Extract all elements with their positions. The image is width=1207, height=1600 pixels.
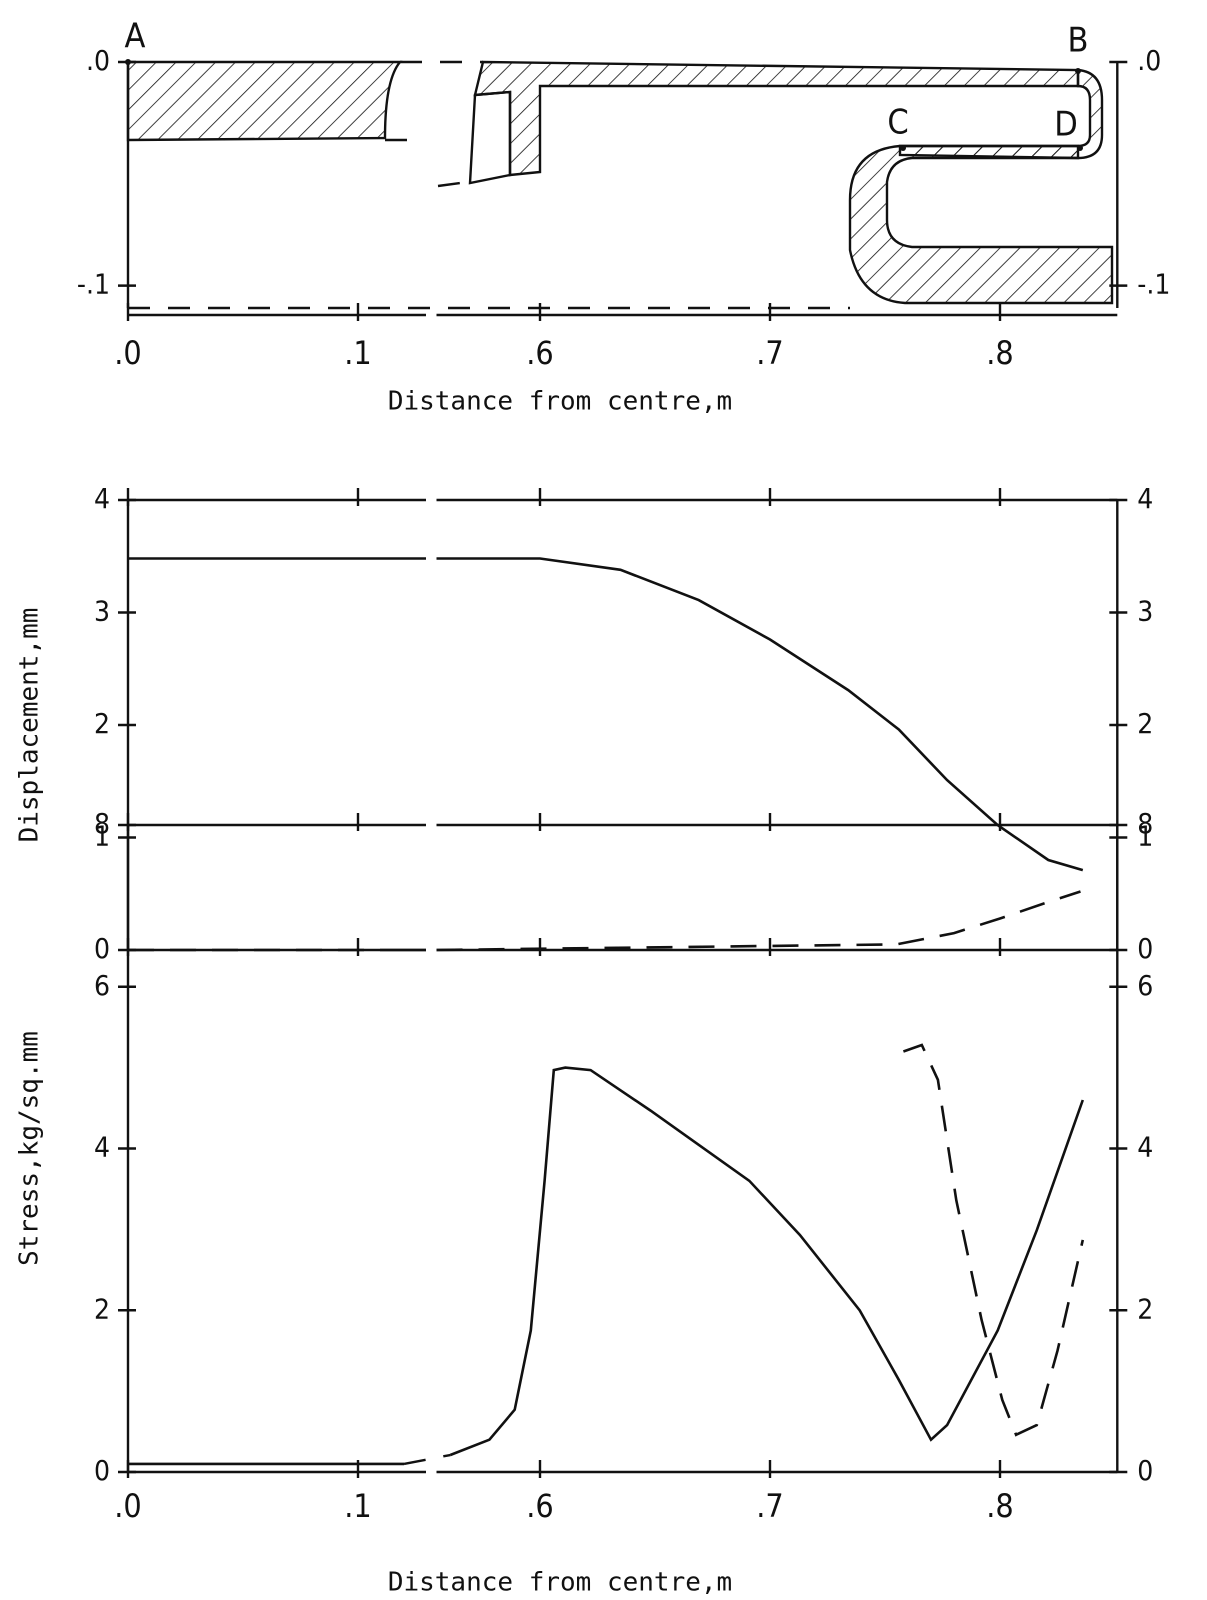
centre-block — [126, 60, 403, 142]
x-tick-label: .8 — [986, 334, 1013, 372]
x-tick-label: .6 — [526, 334, 553, 372]
y-tick-label: 1 — [94, 820, 110, 853]
point — [1077, 145, 1083, 151]
y-tick-label: 3 — [94, 595, 110, 628]
data-line — [128, 1066, 1085, 1466]
y-tick-label: 2 — [94, 1292, 110, 1325]
y-tick-label: 6 — [94, 969, 110, 1002]
y-tick-label: 8 — [94, 807, 110, 840]
point — [1075, 68, 1081, 74]
y-tick-label: 2 — [94, 707, 110, 740]
data-line — [128, 557, 1084, 872]
x-tick-label: .7 — [756, 334, 783, 372]
y2-tick-label: 0 — [1137, 1454, 1153, 1487]
y2-tick-label: 4 — [1137, 1131, 1153, 1164]
ring-piece — [468, 90, 512, 185]
point-label: C — [887, 103, 908, 143]
x-tick-label: .1 — [344, 334, 371, 372]
y2-tick-label: 8 — [1137, 807, 1153, 840]
y2-tick-label: 2 — [1137, 1292, 1153, 1325]
x-axis-label: Distance from centre,m — [388, 1568, 732, 1598]
x-tick-label: .0 — [114, 1487, 141, 1525]
y-tick-label: 0 — [94, 1454, 110, 1487]
y-tick-label: -.1 — [77, 268, 110, 301]
x-tick-label: .0 — [114, 334, 141, 372]
point — [900, 145, 906, 151]
x-tick-label: .1 — [344, 1487, 371, 1525]
x-tick-label: .8 — [986, 1487, 1013, 1525]
x-tick-label: .7 — [756, 1487, 783, 1525]
y-axis-label: Displacement,mm — [15, 608, 45, 843]
x-tick-label: .6 — [526, 1487, 553, 1525]
y-tick-label: .0 — [86, 44, 110, 77]
cross-section: A B C D — [125, 17, 1114, 310]
point-label: D — [1054, 105, 1078, 145]
y2-tick-label: 0 — [1137, 932, 1153, 965]
point-label: B — [1068, 21, 1089, 61]
point-label: A — [125, 17, 146, 57]
y-tick-label: 4 — [94, 482, 110, 515]
y2-tick-label: .0 — [1137, 44, 1161, 77]
y2-tick-label: 1 — [1137, 820, 1153, 853]
y-tick-label: 0 — [94, 932, 110, 965]
y-tick-label: 4 — [94, 1131, 110, 1164]
y2-tick-label: 6 — [1137, 969, 1153, 1002]
break-connector — [403, 1453, 451, 1466]
y2-tick-label: 4 — [1137, 482, 1153, 515]
y-axis-label: Stress,kg/sq.mm — [15, 1031, 45, 1266]
data-line — [902, 1043, 1085, 1437]
y2-tick-label: 3 — [1137, 595, 1153, 628]
y2-tick-label: -.1 — [1137, 268, 1170, 301]
y2-tick-label: 2 — [1137, 707, 1153, 740]
x-axis-label: Distance from centre,m — [388, 387, 732, 417]
lower-ring — [848, 144, 1114, 305]
dash-line — [437, 180, 469, 188]
data-line — [128, 890, 1081, 952]
